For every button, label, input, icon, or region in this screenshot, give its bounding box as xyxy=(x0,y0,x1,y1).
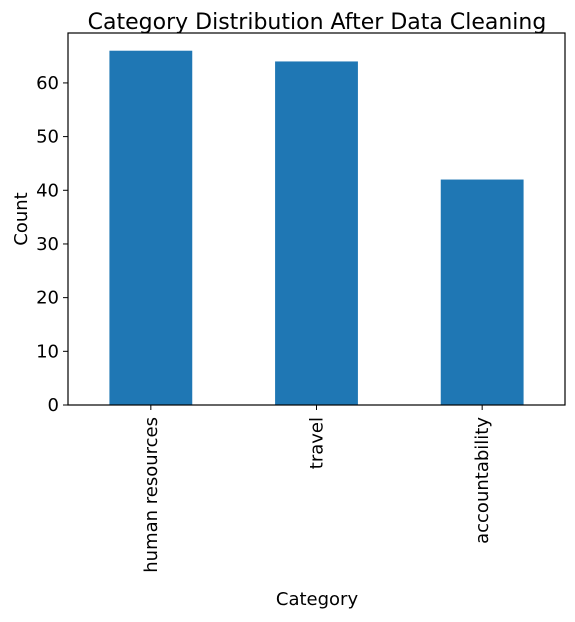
bar-accountability xyxy=(440,179,524,405)
bar-human-resources xyxy=(109,50,193,405)
y-tick-label: 30 xyxy=(36,234,59,255)
bar-travel xyxy=(275,61,358,405)
bars-group xyxy=(109,50,524,405)
y-axis: 0 10 20 30 40 50 60 xyxy=(36,73,68,416)
y-tick-label: 40 xyxy=(36,180,59,201)
plot-frame xyxy=(67,32,566,406)
x-axis: human resources travel accountability xyxy=(141,405,493,573)
x-tick-label: human resources xyxy=(141,417,162,573)
x-tick-label: accountability xyxy=(472,417,493,544)
y-tick-label: 0 xyxy=(48,395,59,416)
x-tick-label: travel xyxy=(307,417,328,469)
x-axis-label: Category xyxy=(276,589,359,610)
y-tick-label: 60 xyxy=(36,73,59,94)
y-tick-label: 10 xyxy=(36,341,59,362)
y-tick-label: 20 xyxy=(36,288,59,309)
y-tick-label: 50 xyxy=(36,127,59,148)
chart-title: Category Distribution After Data Cleanin… xyxy=(88,10,547,35)
y-axis-label: Count xyxy=(11,192,32,245)
